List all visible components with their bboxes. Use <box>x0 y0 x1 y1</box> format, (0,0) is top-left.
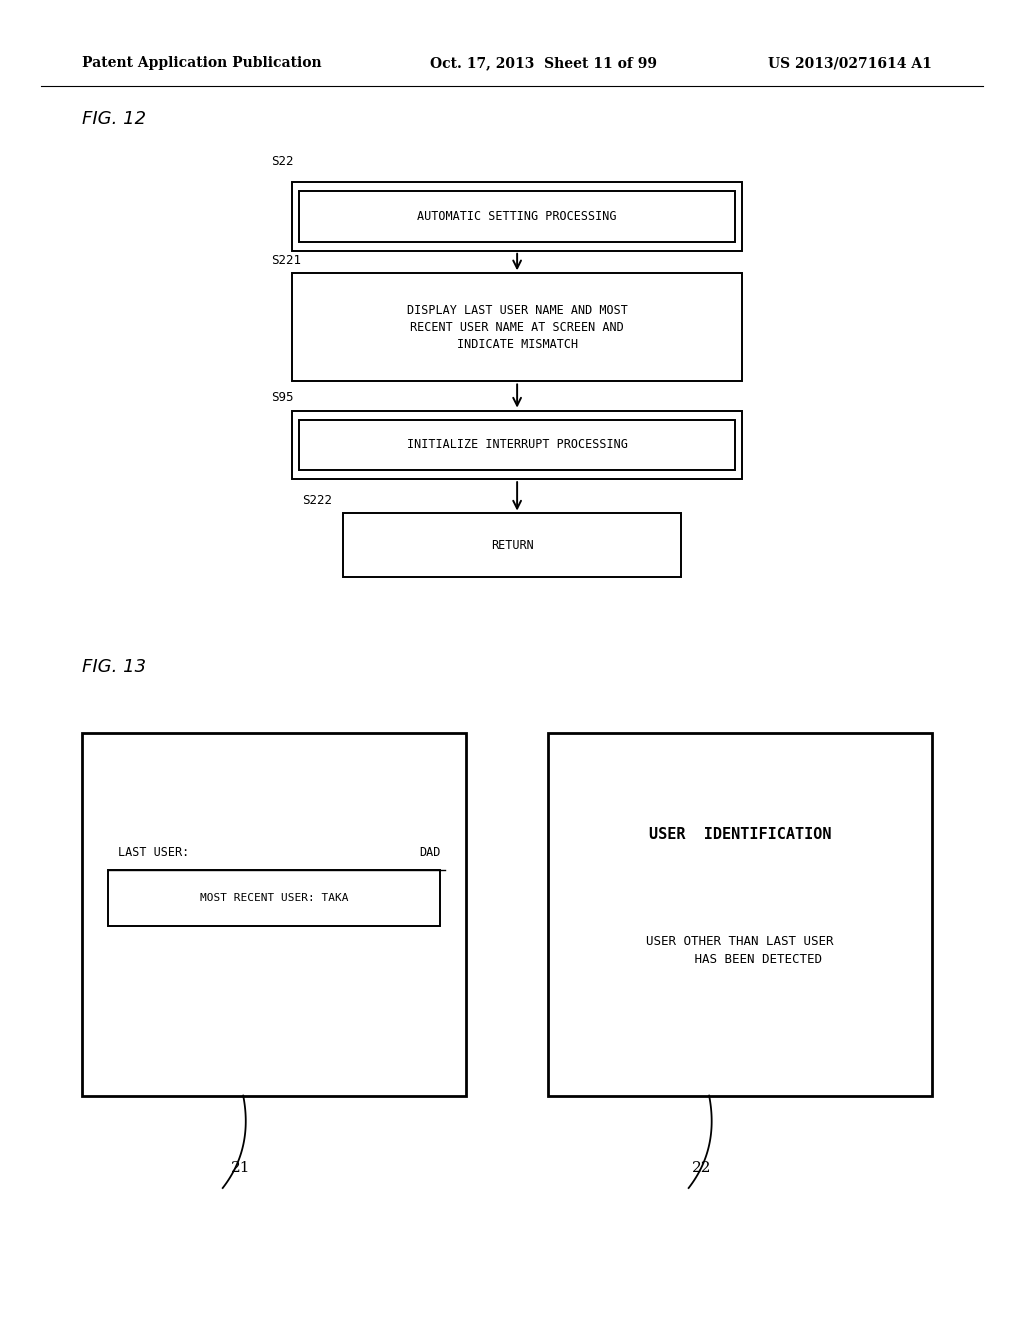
Text: INITIALIZE INTERRUPT PROCESSING: INITIALIZE INTERRUPT PROCESSING <box>407 438 628 451</box>
Bar <box>343 513 681 577</box>
Text: S222: S222 <box>302 494 332 507</box>
Bar <box>292 273 742 381</box>
Text: RETURN: RETURN <box>490 539 534 552</box>
Bar <box>299 420 735 470</box>
Text: 22: 22 <box>691 1162 712 1175</box>
Text: S221: S221 <box>271 253 301 267</box>
Text: S22: S22 <box>271 154 294 168</box>
Bar <box>292 411 742 479</box>
Bar <box>108 870 440 927</box>
Text: Patent Application Publication: Patent Application Publication <box>82 57 322 70</box>
Text: USER  IDENTIFICATION: USER IDENTIFICATION <box>648 826 831 842</box>
Text: LAST USER:: LAST USER: <box>118 846 189 859</box>
Text: MOST RECENT USER: TAKA: MOST RECENT USER: TAKA <box>200 892 348 903</box>
Text: US 2013/0271614 A1: US 2013/0271614 A1 <box>768 57 932 70</box>
Text: AUTOMATIC SETTING PROCESSING: AUTOMATIC SETTING PROCESSING <box>418 210 616 223</box>
Text: FIG. 12: FIG. 12 <box>82 110 146 128</box>
Bar <box>548 733 932 1096</box>
Text: S95: S95 <box>271 391 294 404</box>
Bar <box>82 733 466 1096</box>
Text: 21: 21 <box>230 1162 251 1175</box>
Bar <box>292 182 742 251</box>
Bar <box>299 191 735 242</box>
Text: DAD: DAD <box>419 846 440 859</box>
Text: Oct. 17, 2013  Sheet 11 of 99: Oct. 17, 2013 Sheet 11 of 99 <box>430 57 657 70</box>
Text: DISPLAY LAST USER NAME AND MOST
RECENT USER NAME AT SCREEN AND
INDICATE MISMATCH: DISPLAY LAST USER NAME AND MOST RECENT U… <box>407 304 628 351</box>
Text: FIG. 13: FIG. 13 <box>82 657 146 676</box>
Text: USER OTHER THAN LAST USER
     HAS BEEN DETECTED: USER OTHER THAN LAST USER HAS BEEN DETEC… <box>646 935 834 966</box>
